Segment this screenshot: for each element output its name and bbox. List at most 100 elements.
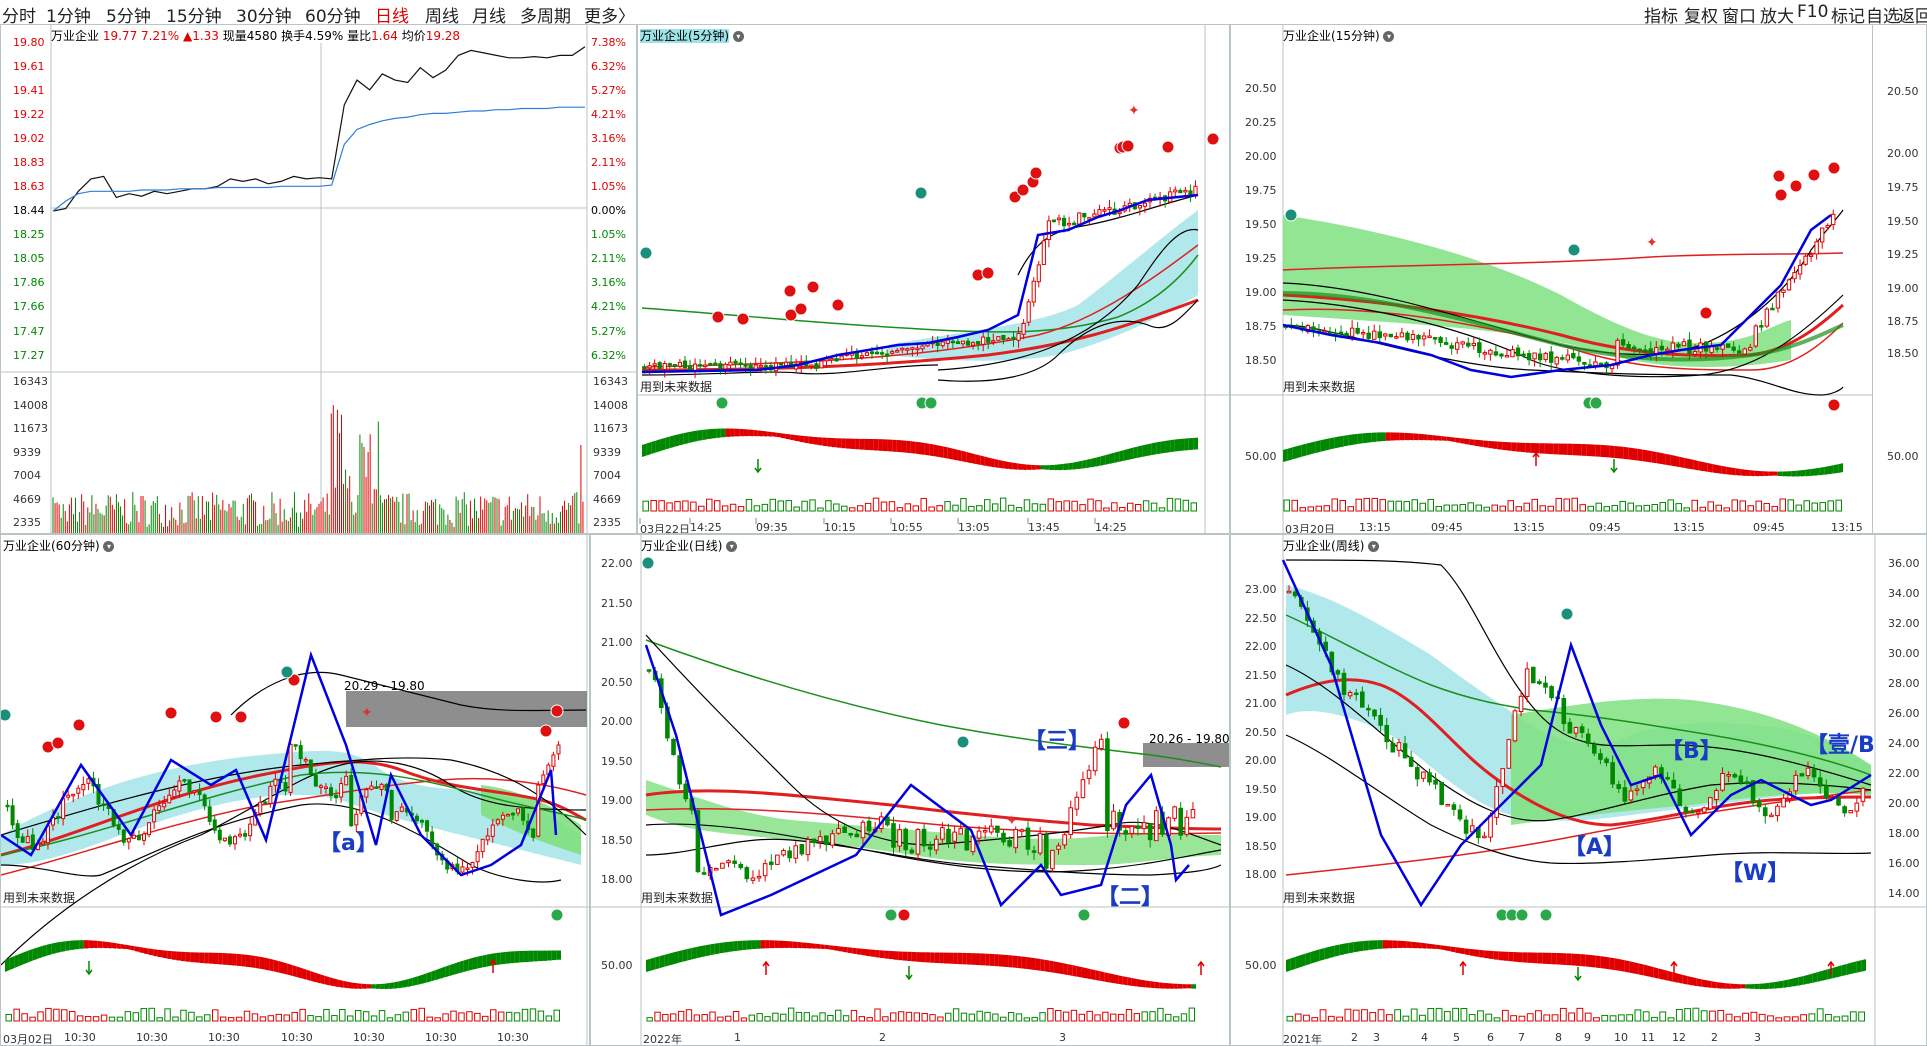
kline-15min-candle	[1405, 332, 1410, 341]
period-tab-1min[interactable]: 1分钟	[46, 7, 91, 27]
chart-panel-15min[interactable]: 万业企业(15分钟) ▾ ✦ 用到未来数据 20.50 20.25 20.00 19.…	[1230, 24, 1873, 534]
macd-week-ribbon-seg	[1841, 963, 1847, 977]
macd-day-ribbon-seg	[953, 952, 958, 964]
macd-5min-ribbon-seg	[1160, 440, 1166, 454]
vol-week-vol-box	[1584, 1012, 1592, 1022]
mark-button[interactable]: 标记	[1831, 7, 1865, 27]
macd-60min-ribbon-seg	[528, 950, 534, 962]
macd-15min-ribbon-seg	[1637, 448, 1643, 462]
intraday-title: 万业企业 19.77 7.21% ▲1.33 现量4580 换手4.59% 量比…	[51, 27, 460, 44]
period-tab-more[interactable]: 更多〉	[584, 7, 635, 27]
macd-day-ribbon-seg	[673, 951, 679, 965]
chart-panel-60min[interactable]: 万业企业(60分钟) ▾ ✦ 20.29 - 19.80 【a】 用到未来数据 …	[0, 534, 590, 1046]
period-tab-fenshi[interactable]: 分时	[2, 7, 36, 27]
period-tab-week[interactable]: 周线	[425, 7, 459, 27]
vol-15min-vol-box	[1451, 504, 1458, 512]
period-tab-day[interactable]: 日线	[375, 7, 409, 27]
macd-5min-ribbon-seg	[966, 451, 971, 464]
chart-panel-day[interactable]: 万业企业(日线) ▾ ✦ 20.26 - 19.80 【三】 【二】 用到未来数…	[590, 534, 1230, 1046]
macd-15min-ribbon-seg	[1427, 434, 1433, 441]
kline-week-candle	[1439, 781, 1444, 805]
kline-day-candle	[891, 823, 896, 848]
f10-button[interactable]: F10	[1797, 2, 1829, 22]
price-range-label: 20.29 - 19.80	[344, 679, 425, 693]
window-button[interactable]: 窗口	[1722, 7, 1756, 27]
kline-5min-candle	[733, 360, 738, 364]
adjust-button[interactable]: 复权	[1684, 7, 1718, 27]
time-tick: 10:30	[208, 1031, 240, 1044]
macd-60min-ribbon-seg	[371, 984, 376, 989]
kline-week-candle	[1585, 733, 1591, 745]
macd-day-ribbon-seg	[811, 943, 816, 949]
macd-15min-ribbon-seg	[1679, 456, 1685, 469]
chart-panel-5min[interactable]: 万业企业(5分钟) ▾ ✦ 用到未来数据 03月22日 14:25 09:35 10:…	[637, 24, 1230, 534]
macd-day-ribbon-seg	[1159, 982, 1164, 989]
arrow-down-icon	[905, 974, 913, 981]
vol-week-vol-box	[1452, 1007, 1459, 1022]
macd-60min-ribbon-seg	[547, 950, 552, 961]
kline-15min-candle	[1521, 353, 1526, 357]
zoom-button[interactable]: 放大	[1760, 7, 1794, 27]
macd-day-ribbon-seg	[1035, 958, 1041, 971]
future-data-label: 用到未来数据	[1283, 891, 1356, 905]
kline-week-candle	[1384, 724, 1390, 743]
chevron-down-icon[interactable]: ▾	[732, 31, 744, 42]
watchlist-button[interactable]: 自选	[1866, 7, 1900, 27]
kline-5min-candle	[1036, 264, 1041, 283]
period-tab-month[interactable]: 月线	[472, 7, 506, 27]
period-tab-60min[interactable]: 60分钟	[305, 7, 361, 27]
vol-60min-vol-box	[53, 1008, 60, 1022]
kline-5min-candle	[869, 351, 875, 355]
kline-week-candle	[1378, 714, 1383, 726]
chevron-down-icon[interactable]: ▾	[103, 541, 115, 552]
chevron-down-icon[interactable]: ▾	[726, 541, 738, 552]
macd-5min-ribbon-seg	[998, 459, 1004, 469]
kline-60min-candle	[541, 774, 546, 785]
kline-week-candle	[1836, 798, 1841, 806]
kline-60min-candle	[15, 823, 20, 839]
macd-week-ribbon-seg	[1402, 940, 1407, 949]
macd-week-ribbon-seg	[1856, 960, 1862, 973]
vol-60min-vol-box	[61, 1009, 68, 1022]
period-tab-30min[interactable]: 30分钟	[236, 7, 292, 27]
kline-day-candle	[756, 875, 762, 879]
price-tick: 20.50	[1245, 82, 1277, 95]
macd-60min-ribbon-seg	[144, 947, 149, 955]
macd-60min-ribbon-seg	[269, 958, 274, 972]
vol-week-vol-box	[1510, 1015, 1518, 1022]
macd-60min-ribbon-seg	[213, 952, 219, 965]
kline-week-candle	[1433, 779, 1438, 785]
vol-day-vol-box	[866, 1017, 873, 1022]
period-tab-5min[interactable]: 5分钟	[106, 7, 151, 27]
chevron-down-icon[interactable]: ▾	[1383, 31, 1395, 42]
macd-15min-ribbon-seg	[1325, 438, 1330, 451]
chart-panel-week[interactable]: 万业企业(周线) ▾ 【B】 【A】 【W】 【壹/B 用到未来数据 23.00…	[1230, 534, 1927, 1046]
macd-day-ribbon-seg	[843, 946, 848, 953]
kline-5min-candle	[955, 341, 961, 345]
period-tab-15min[interactable]: 15分钟	[166, 7, 222, 27]
avg-price-line	[52, 106, 585, 212]
signal-icon-red	[1827, 161, 1841, 175]
kline-week-candle	[1628, 790, 1634, 801]
ma-red-thick	[645, 789, 1222, 831]
period-tab-multi[interactable]: 多周期	[520, 7, 571, 27]
macd-60min-ribbon-seg	[74, 940, 80, 950]
macd-day-ribbon-seg	[668, 952, 674, 966]
sub-tick: 50.00	[601, 959, 633, 972]
indicator-button[interactable]: 指标	[1644, 7, 1678, 27]
wave-line-blue	[1281, 559, 1872, 908]
macd-60min-ribbon-seg	[463, 959, 469, 972]
arrow-down-icon	[1574, 975, 1582, 982]
intraday-chart-panel[interactable]: 万业企业 19.77 7.21% ▲1.33 现量4580 换手4.59% 量比…	[0, 24, 637, 534]
macd-week-ribbon-seg	[1716, 981, 1721, 989]
signal-icon-red	[51, 736, 65, 750]
macd-15min-ribbon-seg	[1297, 444, 1302, 459]
vol-60min-vol-box	[458, 1012, 465, 1022]
macd-5min-ribbon-seg	[906, 440, 911, 454]
kline-day-candle	[726, 860, 731, 864]
macd-day-ribbon-seg	[866, 949, 871, 957]
kline-day-candle	[671, 738, 676, 756]
back-button[interactable]: 返回	[1898, 7, 1927, 27]
kline-day-candle	[1123, 830, 1129, 835]
chevron-down-icon[interactable]: ▾	[1368, 541, 1380, 552]
